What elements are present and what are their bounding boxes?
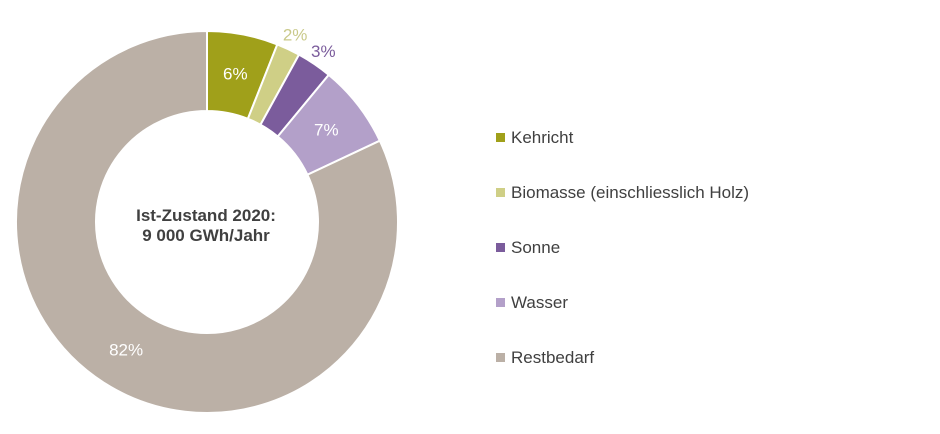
- legend-swatch-restbedarf: [496, 353, 505, 362]
- center-label-line-2: 9 000 GWh/Jahr: [142, 226, 270, 245]
- center-label-line-1: Ist-Zustand 2020:: [136, 206, 276, 225]
- slice-label-kehricht: 6%: [223, 65, 248, 84]
- legend-swatch-wasser: [496, 298, 505, 307]
- legend-swatch-kehricht: [496, 133, 505, 142]
- slice-label-wasser: 7%: [314, 120, 339, 139]
- legend-item-biomasse: Biomasse (einschliesslich Holz): [496, 165, 749, 220]
- legend-swatch-sonne: [496, 243, 505, 252]
- slice-restbedarf: [15, 29, 399, 414]
- legend-label-sonne: Sonne: [511, 237, 561, 257]
- slice-label-restbedarf: 82%: [109, 340, 143, 359]
- legend-item-wasser: Wasser: [496, 275, 749, 330]
- center-label: Ist-Zustand 2020: 9 000 GWh/Jahr: [96, 206, 316, 246]
- legend-label-kehricht: Kehricht: [511, 127, 574, 147]
- legend-swatch-biomasse: [496, 188, 505, 197]
- slice-label-biomasse-einschliesslich-holz: 2%: [283, 26, 308, 45]
- slice-label-sonne: 3%: [311, 42, 336, 61]
- legend: Kehricht Biomasse (einschliesslich Holz)…: [496, 110, 749, 385]
- slices-group: [15, 29, 399, 414]
- slice-labels-group: 6% 2%3% 7% 82%: [109, 26, 339, 360]
- legend-label-restbedarf: Restbedarf: [511, 347, 595, 367]
- legend-item-kehricht: Kehricht: [496, 110, 749, 165]
- legend-label-biomasse: Biomasse (einschliesslich Holz): [511, 182, 750, 202]
- legend-item-restbedarf: Restbedarf: [496, 330, 749, 385]
- legend-label-wasser: Wasser: [511, 292, 568, 312]
- legend-item-sonne: Sonne: [496, 220, 749, 275]
